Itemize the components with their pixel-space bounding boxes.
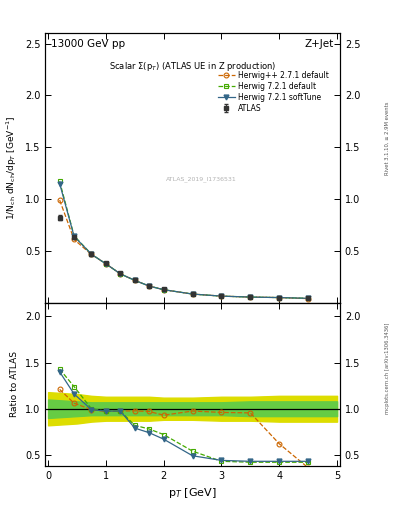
Herwig 7.2.1 softTune: [72, 233, 77, 240]
Line: Herwig 7.2.1 default: Herwig 7.2.1 default: [57, 179, 310, 301]
Herwig 7.2.1 softTune: [277, 294, 282, 301]
Herwig++ 2.7.1 default: [248, 294, 253, 300]
Text: Scalar $\Sigma$(p$_T$) (ATLAS UE in Z production): Scalar $\Sigma$(p$_T$) (ATLAS UE in Z pr…: [109, 60, 276, 73]
Herwig 7.2.1 softTune: [132, 278, 137, 284]
Herwig++ 2.7.1 default: [306, 295, 310, 302]
Herwig++ 2.7.1 default: [57, 197, 62, 203]
Herwig 7.2.1 softTune: [190, 291, 195, 297]
Herwig++ 2.7.1 default: [277, 294, 282, 301]
Herwig++ 2.7.1 default: [132, 278, 137, 284]
Herwig 7.2.1 default: [277, 294, 282, 301]
Herwig 7.2.1 softTune: [161, 287, 166, 293]
Text: ATLAS_2019_I1736531: ATLAS_2019_I1736531: [166, 176, 237, 182]
Herwig++ 2.7.1 default: [89, 251, 94, 258]
Herwig 7.2.1 default: [147, 283, 152, 289]
Herwig 7.2.1 default: [248, 294, 253, 300]
Herwig 7.2.1 softTune: [248, 294, 253, 300]
Text: Rivet 3.1.10, ≥ 2.9M events: Rivet 3.1.10, ≥ 2.9M events: [385, 101, 389, 175]
Y-axis label: 1/N$_{\rm ch}$ dN$_{\rm ch}$/dp$_T$ [GeV$^{-1}$]: 1/N$_{\rm ch}$ dN$_{\rm ch}$/dp$_T$ [GeV…: [5, 116, 19, 220]
Herwig++ 2.7.1 default: [219, 293, 224, 299]
Herwig 7.2.1 default: [89, 251, 94, 257]
Herwig 7.2.1 default: [132, 278, 137, 284]
Herwig++ 2.7.1 default: [161, 287, 166, 293]
Herwig 7.2.1 default: [103, 261, 108, 267]
Text: Z+Jet: Z+Jet: [305, 39, 334, 49]
Herwig 7.2.1 softTune: [103, 261, 108, 267]
X-axis label: p$_T$ [GeV]: p$_T$ [GeV]: [168, 486, 217, 500]
Herwig 7.2.1 default: [118, 271, 123, 277]
Herwig++ 2.7.1 default: [72, 237, 77, 243]
Y-axis label: Ratio to ATLAS: Ratio to ATLAS: [10, 351, 19, 417]
Text: 13000 GeV pp: 13000 GeV pp: [51, 39, 125, 49]
Legend: Herwig++ 2.7.1 default, Herwig 7.2.1 default, Herwig 7.2.1 softTune, ATLAS: Herwig++ 2.7.1 default, Herwig 7.2.1 def…: [217, 70, 330, 114]
Herwig 7.2.1 softTune: [118, 271, 123, 277]
Herwig 7.2.1 default: [72, 233, 77, 239]
Herwig 7.2.1 default: [57, 178, 62, 184]
Herwig 7.2.1 softTune: [89, 251, 94, 258]
Herwig 7.2.1 softTune: [57, 180, 62, 186]
Herwig 7.2.1 default: [306, 295, 310, 302]
Herwig 7.2.1 default: [161, 287, 166, 293]
Herwig++ 2.7.1 default: [147, 283, 152, 289]
Herwig 7.2.1 softTune: [147, 283, 152, 289]
Herwig 7.2.1 softTune: [219, 293, 224, 299]
Text: mcplots.cern.ch [arXiv:1306.3436]: mcplots.cern.ch [arXiv:1306.3436]: [385, 323, 389, 414]
Herwig 7.2.1 default: [219, 293, 224, 299]
Herwig++ 2.7.1 default: [103, 261, 108, 267]
Line: Herwig++ 2.7.1 default: Herwig++ 2.7.1 default: [57, 198, 310, 301]
Herwig 7.2.1 softTune: [306, 295, 310, 302]
Herwig++ 2.7.1 default: [190, 291, 195, 297]
Line: Herwig 7.2.1 softTune: Herwig 7.2.1 softTune: [57, 181, 310, 301]
Herwig++ 2.7.1 default: [118, 271, 123, 277]
Herwig 7.2.1 default: [190, 291, 195, 297]
